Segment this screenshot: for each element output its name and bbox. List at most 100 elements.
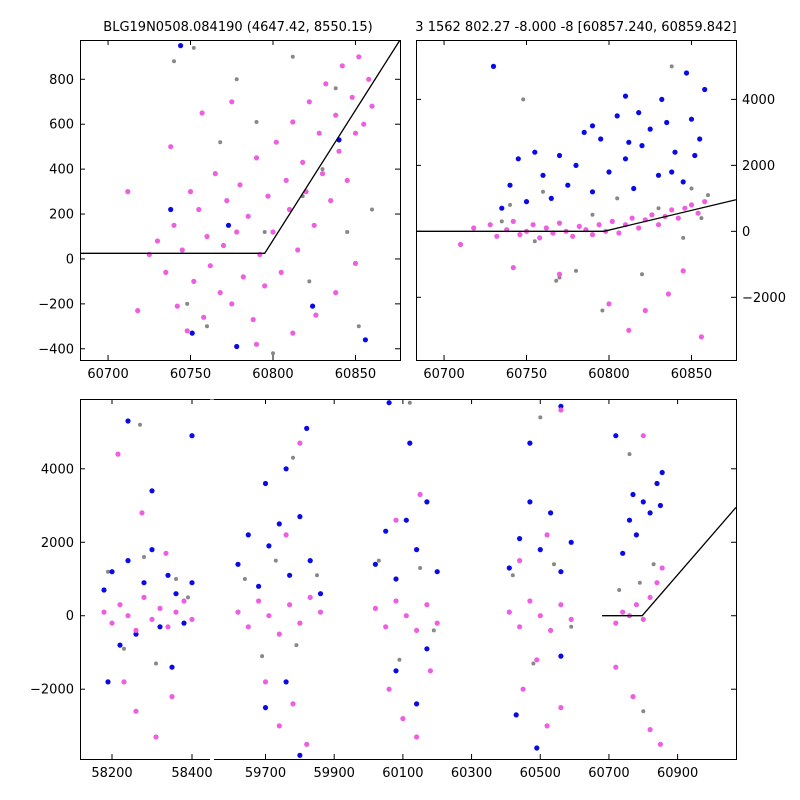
point-blue — [613, 433, 619, 439]
point-magenta — [506, 609, 512, 615]
point-blue — [548, 195, 554, 201]
point-blue — [117, 642, 123, 648]
y-tick-label: −400 — [38, 342, 74, 357]
point-magenta — [273, 139, 279, 145]
point-blue — [424, 499, 430, 505]
point-magenta — [313, 312, 319, 318]
y-tick-label: 0 — [66, 609, 74, 624]
point-magenta — [229, 99, 235, 105]
point-magenta — [229, 301, 235, 307]
point-magenta — [570, 233, 576, 239]
point-magenta — [609, 218, 615, 224]
point-magenta — [307, 594, 313, 601]
point-magenta — [304, 741, 310, 747]
y-tick-label: −2000 — [30, 683, 74, 698]
point-blue — [556, 152, 563, 159]
point-magenta — [383, 624, 389, 630]
panel-bottom: 58200 58400 59700 59900 60100 60300 60500 60700… — [30, 394, 737, 781]
point-magenta — [290, 701, 296, 707]
point-gray — [656, 206, 661, 211]
point-magenta — [163, 269, 169, 275]
point-magenta — [414, 734, 420, 740]
point-blue — [362, 337, 368, 343]
point-magenta — [548, 627, 554, 634]
point-magenta — [530, 222, 536, 228]
point-blue — [283, 466, 289, 472]
point-gray — [681, 235, 686, 240]
point-magenta — [165, 624, 171, 630]
panel-top-right: 3 1562 802.27 -8.000 -8 [60857.240, 6085… — [415, 20, 786, 382]
point-blue — [414, 701, 420, 707]
point-magenta — [517, 232, 523, 238]
point-gray — [431, 628, 436, 633]
point-blue — [276, 521, 282, 527]
point-gray — [142, 555, 146, 559]
point-blue — [424, 646, 430, 652]
y-tick-label: −2000 — [742, 291, 786, 306]
point-magenta — [352, 260, 359, 266]
point-magenta — [163, 550, 169, 556]
point-gray — [205, 324, 209, 329]
point-magenta — [317, 609, 324, 615]
point-magenta — [295, 247, 301, 253]
point-gray — [290, 54, 295, 59]
point-magenta — [417, 491, 423, 498]
point-magenta — [487, 222, 493, 228]
point-magenta — [640, 433, 646, 439]
point-blue — [173, 591, 179, 597]
point-gray — [185, 301, 190, 306]
point-magenta — [688, 202, 695, 208]
point-magenta — [300, 159, 306, 165]
point-gray — [397, 657, 402, 662]
point-gray — [590, 212, 595, 217]
point-magenta — [534, 657, 540, 663]
point-gray — [615, 196, 620, 201]
point-blue — [490, 63, 497, 69]
point-gray — [600, 308, 605, 313]
point-magenta — [558, 602, 564, 608]
point-blue — [688, 116, 695, 122]
point-magenta — [311, 222, 317, 228]
point-magenta — [157, 605, 163, 612]
x-tick-label: 60700 — [588, 766, 629, 781]
point-blue — [181, 620, 187, 626]
point-gray — [554, 278, 559, 283]
point-magenta — [306, 99, 312, 105]
point-magenta — [121, 679, 127, 685]
point-blue — [141, 580, 147, 586]
point-magenta — [669, 207, 675, 213]
point-gray — [345, 230, 350, 234]
point-gray — [706, 193, 710, 198]
y-tick-label: 0 — [742, 225, 750, 240]
point-blue — [109, 569, 115, 575]
point-magenta — [675, 215, 681, 221]
point-magenta — [153, 734, 159, 740]
point-magenta — [333, 112, 339, 118]
point-magenta — [276, 631, 282, 637]
point-magenta — [278, 269, 284, 275]
point-blue — [513, 712, 519, 718]
plot-area: 60700 60750 60800 60850 −400 −200 0 200 400 600 80… — [38, 40, 400, 382]
point-blue — [606, 169, 612, 175]
point-magenta — [181, 598, 187, 604]
x-tick-label: 60800 — [588, 367, 629, 382]
point-gray — [699, 216, 704, 221]
point-magenta — [596, 222, 602, 228]
point-magenta — [253, 341, 260, 347]
point-magenta — [589, 232, 596, 238]
point-magenta — [217, 290, 223, 296]
point-magenta — [125, 189, 131, 195]
point-blue — [287, 572, 293, 578]
point-gray — [538, 415, 543, 420]
point-blue — [317, 591, 324, 597]
point-magenta — [141, 594, 147, 601]
point-magenta — [527, 598, 533, 604]
point-gray — [640, 272, 644, 277]
point-blue — [702, 86, 708, 93]
point-gray — [641, 709, 646, 714]
point-blue — [626, 517, 633, 523]
point-magenta — [339, 63, 345, 69]
point-gray — [234, 77, 239, 82]
point-magenta — [647, 594, 653, 601]
